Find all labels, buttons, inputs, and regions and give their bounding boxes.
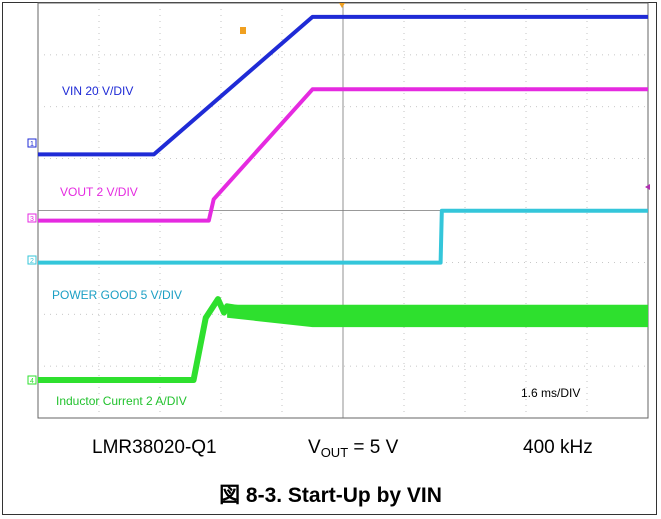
inductor-ripple-band <box>227 304 648 328</box>
traces <box>38 14 648 383</box>
inductor-current-label: Inductor Current 2 A/DIV <box>56 394 187 408</box>
figure-title: 図 8-3. Start-Up by VIN <box>219 484 442 507</box>
vin-label: VIN 20 V/DIV <box>62 84 133 98</box>
channel-number-4: 4 <box>30 378 34 385</box>
trace-vin <box>38 14 648 157</box>
trigger-marker <box>339 3 345 8</box>
trace-vout <box>38 87 648 223</box>
trigger-position-marker <box>240 27 246 34</box>
caption-vout-sub: OUT <box>320 445 349 460</box>
caption-vout: VOUT = 5 V <box>308 437 398 460</box>
channel-marker-4 <box>27 375 37 385</box>
channel-number-2: 2 <box>30 258 34 265</box>
channel-markers: 1 3 2 4 <box>27 3 650 385</box>
caption-vout-prefix: V <box>308 437 321 458</box>
channel-marker-2 <box>27 255 37 265</box>
vout-label: VOUT 2 V/DIV <box>60 185 138 199</box>
oscilloscope-chart: 1 3 2 4 VIN 20 V/DIV VOUT 2 V/DIV POWER GOO… <box>27 2 650 419</box>
time-scale-label: 1.6 ms/DIV <box>521 386 580 400</box>
trigger-level-marker <box>645 184 650 190</box>
trace-labels: VIN 20 V/DIV VOUT 2 V/DIV POWER GOOD 5 V… <box>52 84 580 408</box>
channel-marker-3 <box>27 213 37 223</box>
power-good-label: POWER GOOD 5 V/DIV <box>52 288 182 302</box>
channel-number-1: 1 <box>30 141 34 148</box>
caption-part: LMR38020-Q1 <box>92 437 217 458</box>
caption-freq: 400 kHz <box>523 437 593 458</box>
channel-marker-1 <box>27 138 37 148</box>
caption-vout-value: = 5 V <box>348 437 399 458</box>
channel-number-3: 3 <box>30 216 34 223</box>
trace-power-good <box>38 208 648 265</box>
